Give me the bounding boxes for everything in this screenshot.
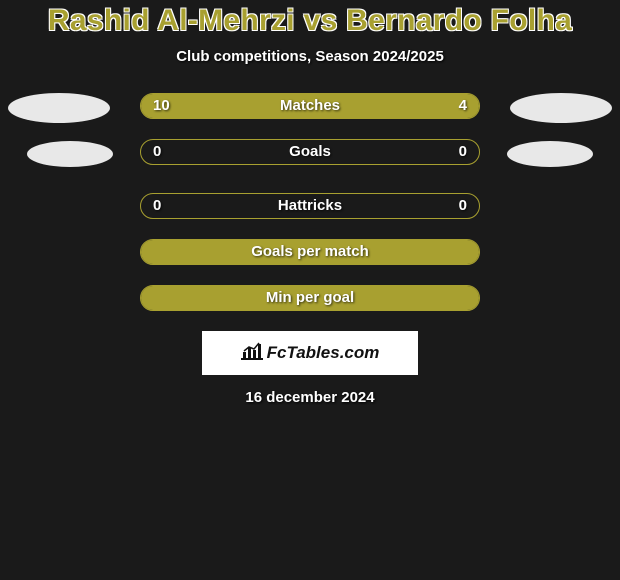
content-row: 10 Matches 4 0 Goals 0	[0, 93, 620, 193]
source-badge: FcTables.com	[202, 331, 418, 375]
player-right-badge-placeholder	[507, 141, 593, 167]
chart-icon	[241, 342, 263, 365]
bar-label: Matches	[141, 94, 479, 118]
bar-label: Goals per match	[141, 240, 479, 264]
bar-value-right: 0	[459, 140, 467, 164]
bar-label: Min per goal	[141, 286, 479, 310]
bar-label: Goals	[141, 140, 479, 164]
stat-bar-goals: 0 Goals 0	[140, 139, 480, 165]
bars-top: 10 Matches 4 0 Goals 0	[140, 93, 480, 185]
comparison-infographic: Rashid Al-Mehrzi vs Bernardo Folha Club …	[0, 0, 620, 580]
player-left-avatar-placeholder	[8, 93, 110, 123]
bars-bottom: 0 Hattricks 0 Goals per match Min per go…	[140, 193, 480, 311]
date-text: 16 december 2024	[0, 389, 620, 406]
bar-label: Hattricks	[141, 194, 479, 218]
bar-value-right: 4	[459, 94, 467, 118]
stat-bar-goals-per-match: Goals per match	[140, 239, 480, 265]
player-right-avatar-placeholder	[510, 93, 612, 123]
subtitle: Club competitions, Season 2024/2025	[0, 48, 620, 65]
stat-bar-min-per-goal: Min per goal	[140, 285, 480, 311]
bar-value-right: 0	[459, 194, 467, 218]
player-left-badge-placeholder	[27, 141, 113, 167]
source-badge-text: FcTables.com	[267, 343, 380, 363]
stat-bar-matches: 10 Matches 4	[140, 93, 480, 119]
page-title: Rashid Al-Mehrzi vs Bernardo Folha	[0, 4, 620, 38]
stat-bar-hattricks: 0 Hattricks 0	[140, 193, 480, 219]
